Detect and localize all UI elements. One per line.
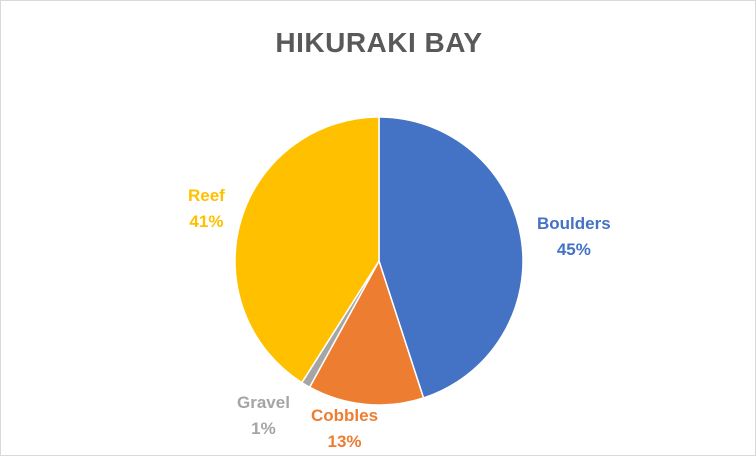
- data-label-name: Reef: [188, 186, 225, 205]
- data-label-percent: 13%: [327, 432, 362, 451]
- data-label-gravel: Gravel 1%: [237, 390, 290, 442]
- chart-title: HIKURAKI BAY: [275, 27, 483, 58]
- pie-slice-reef: [234, 116, 380, 384]
- data-label-percent: 41%: [189, 212, 224, 231]
- data-label-cobbles: Cobbles 13%: [311, 403, 378, 455]
- data-label-boulders: Boulders 45%: [537, 211, 611, 263]
- data-label-reef: Reef 41%: [188, 183, 225, 235]
- data-label-percent: 1%: [251, 419, 276, 438]
- data-label-name: Boulders: [537, 214, 611, 233]
- data-label-name: Cobbles: [311, 406, 379, 425]
- data-label-name: Gravel: [237, 393, 290, 412]
- data-label-percent: 45%: [556, 240, 591, 259]
- pie-slice-cobbles: [308, 259, 425, 406]
- pie-slice-boulders: [378, 116, 524, 399]
